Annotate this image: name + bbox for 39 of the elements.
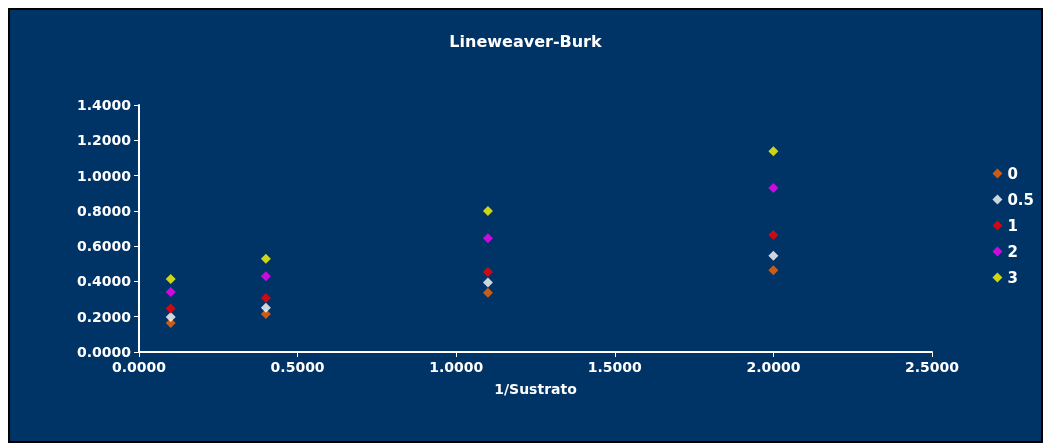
point xyxy=(260,271,271,282)
x-tick-label: 1.5000 xyxy=(587,359,643,375)
legend-label: 3 xyxy=(1007,268,1018,287)
point xyxy=(482,277,493,288)
y-tick-label: 0.4000 xyxy=(76,273,132,290)
y-tick-label: 0.0000 xyxy=(76,344,132,360)
legend-label: 2 xyxy=(1007,242,1018,261)
x-tick-label: 0.5000 xyxy=(270,359,325,375)
point xyxy=(260,302,271,313)
chart-title: Lineweaver-Burk xyxy=(449,31,602,51)
point xyxy=(260,253,271,264)
x-tick-label: 2.5000 xyxy=(904,359,960,375)
point xyxy=(482,287,493,298)
point xyxy=(165,303,176,314)
point xyxy=(768,250,779,261)
point xyxy=(768,265,779,276)
y-tick-label: 0.6000 xyxy=(76,238,132,255)
legend-label: 0.5 xyxy=(1007,190,1035,209)
point xyxy=(768,230,779,241)
y-tick-label: 0.2000 xyxy=(76,308,132,325)
point xyxy=(165,312,176,323)
y-tick-label: 1.0000 xyxy=(76,167,132,184)
legend-label: 0 xyxy=(1007,164,1018,183)
x-axis-title: 1/Sustrato xyxy=(494,381,578,397)
point xyxy=(768,146,779,157)
y-tick-label: 1.4000 xyxy=(76,97,132,113)
x-tick-label: 1.0000 xyxy=(429,359,484,375)
y-tick-label: 1.2000 xyxy=(76,132,132,149)
point xyxy=(768,182,779,193)
point xyxy=(482,266,493,277)
point xyxy=(165,287,176,298)
point xyxy=(260,293,271,304)
legend-label: 1 xyxy=(1007,216,1018,235)
y-tick-label: 0.8000 xyxy=(76,202,132,219)
point xyxy=(482,206,493,217)
x-tick-label: 2.0000 xyxy=(746,359,801,375)
x-tick-label: 0.0000 xyxy=(111,359,167,375)
point xyxy=(482,233,493,244)
point xyxy=(165,273,176,284)
